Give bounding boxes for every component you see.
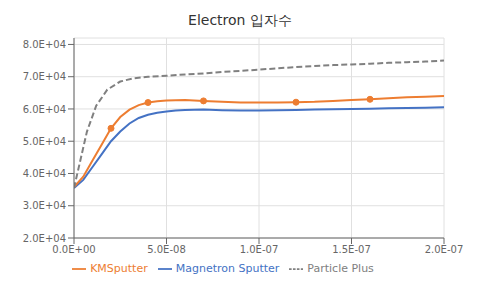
html-text:Magnetron Sputter: Magnetron Sputter xyxy=(175,262,280,275)
svg-text:5.0E+04: 5.0E+04 xyxy=(23,136,66,147)
svg-text:1.0E-07: 1.0E-07 xyxy=(240,244,279,255)
html-text:KMSputter: KMSputter xyxy=(90,262,148,275)
svg-text:0.0E+00: 0.0E+00 xyxy=(52,244,95,255)
svg-text:8.0E+04: 8.0E+04 xyxy=(23,39,66,50)
svg-text:2.0E+04: 2.0E+04 xyxy=(23,233,66,244)
svg-text:4.0E+04: 4.0E+04 xyxy=(23,168,66,179)
svg-text:7.0E+04: 7.0E+04 xyxy=(23,71,66,82)
html-text:Electron 입자수: Electron 입자수 xyxy=(188,12,292,28)
svg-text:6.0E+04: 6.0E+04 xyxy=(23,104,66,115)
html-text:Particle Plus: Particle Plus xyxy=(307,262,374,275)
svg-text:1.5E-07: 1.5E-07 xyxy=(332,244,371,255)
svg-text:3.0E+04: 3.0E+04 xyxy=(23,200,66,211)
svg-text:5.0E-08: 5.0E-08 xyxy=(147,244,186,255)
svg-text:2.0E-07: 2.0E-07 xyxy=(425,244,464,255)
